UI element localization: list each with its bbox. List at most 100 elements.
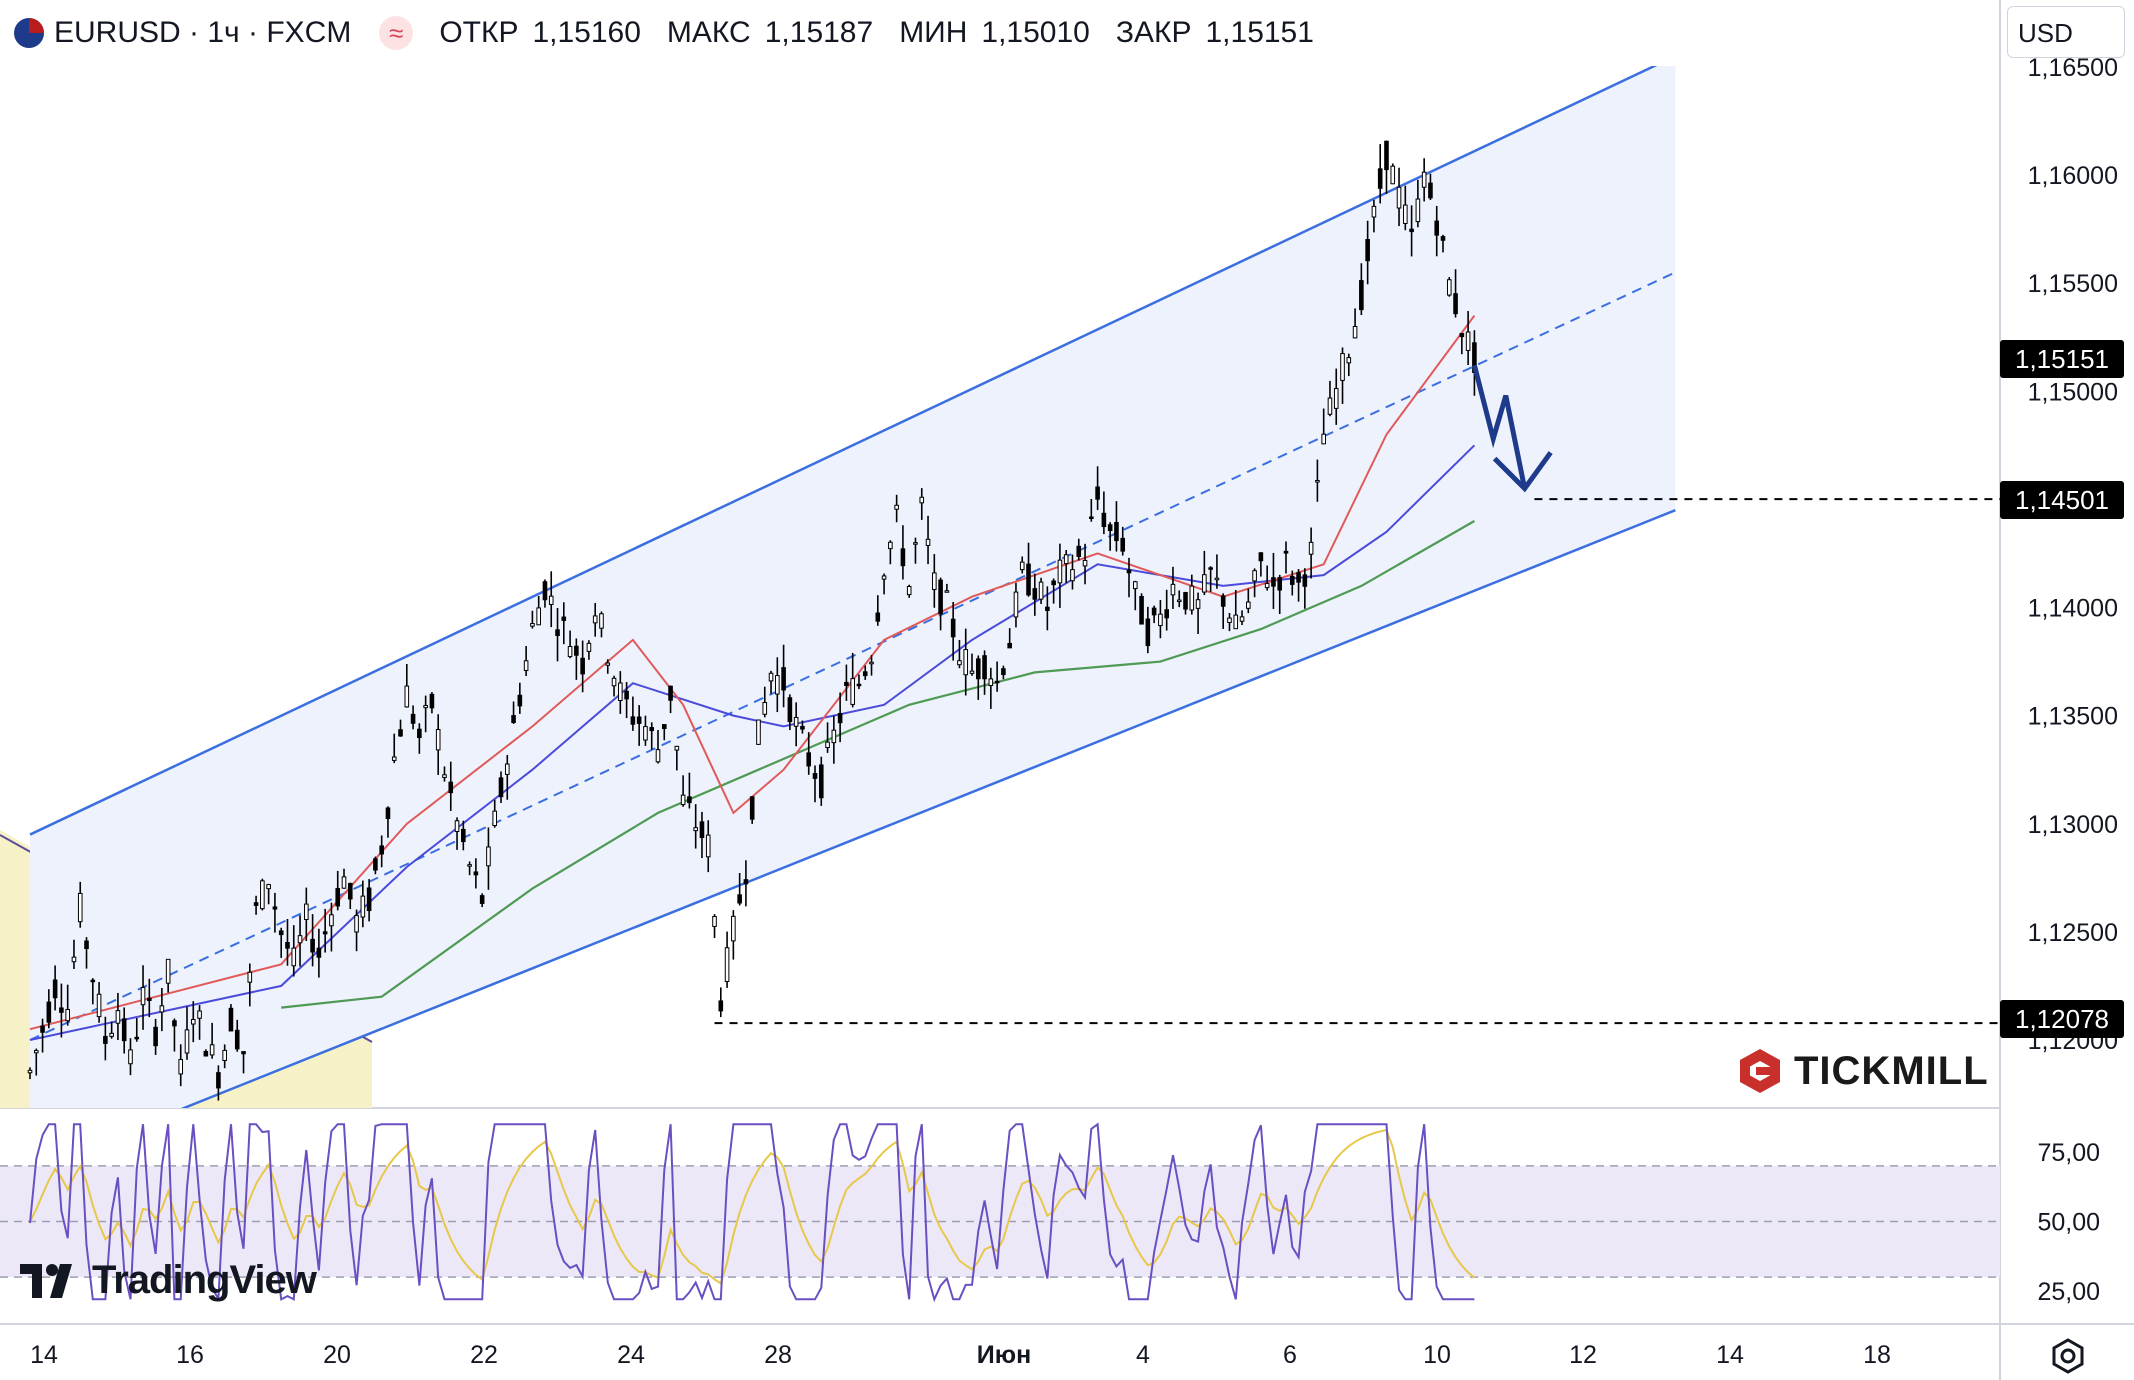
candle (1428, 173, 1433, 201)
candle (272, 892, 278, 933)
candle-body (511, 715, 516, 723)
candle (1076, 538, 1082, 561)
price-axis[interactable]: 1,165001,160001,155001,150001,145001,140… (2028, 54, 2118, 1055)
candle (366, 879, 372, 922)
rsi-pane[interactable] (0, 1122, 2000, 1303)
candle-body (410, 713, 416, 724)
candle-body (963, 649, 969, 676)
candle-body (504, 763, 510, 775)
candle (1346, 353, 1352, 377)
candle-body (1170, 583, 1176, 596)
candle-body (1308, 541, 1314, 555)
candle (668, 685, 673, 714)
candle-body (1327, 397, 1333, 415)
candle-body (310, 938, 315, 953)
candle (932, 554, 937, 608)
candle-body (241, 1051, 246, 1055)
candle (1283, 541, 1289, 574)
settings-gear-icon[interactable] (2048, 1336, 2088, 1376)
candle-body (1446, 279, 1452, 296)
candle-body (818, 764, 824, 799)
candle (209, 1022, 215, 1059)
candle-body (1258, 552, 1264, 562)
candle-body (605, 662, 611, 666)
candle (674, 745, 680, 771)
candle-body (975, 658, 981, 680)
candle (1421, 158, 1427, 202)
candle (856, 674, 862, 690)
candle-body (1384, 140, 1389, 171)
candle-body (385, 807, 391, 819)
candle (33, 1048, 39, 1076)
candle-body (417, 728, 422, 739)
candle-body (96, 993, 102, 1018)
candle (919, 488, 925, 520)
candle-body (492, 810, 498, 826)
candle-body (530, 623, 535, 627)
candle-body (1145, 618, 1151, 647)
candle-body (1421, 171, 1427, 188)
candle (1139, 593, 1144, 625)
candle-body (360, 895, 366, 918)
candle-body (260, 880, 265, 910)
candle-body (121, 1018, 127, 1042)
candle-body (253, 902, 259, 906)
candle-body (203, 1050, 209, 1057)
candle-body (442, 774, 447, 778)
candle-body (957, 660, 962, 666)
candle-body (548, 595, 554, 605)
price-tick-label: 1,13500 (2028, 703, 2118, 731)
time-axis[interactable]: 14 16 20 22 24 28 Июн 4 6 10 12 14 18 (30, 1341, 1891, 1369)
candle-body (33, 1050, 39, 1054)
currency-selector[interactable]: USD (2007, 6, 2125, 58)
candle (379, 835, 384, 868)
candle-body (341, 876, 347, 889)
candle-body (781, 667, 786, 691)
candle (172, 1018, 177, 1052)
candle-body (932, 572, 937, 590)
symbol-title[interactable]: EURUSD · 1ч · FXCM (54, 16, 352, 49)
candle-body (266, 884, 271, 890)
candle (1459, 332, 1465, 355)
candle (341, 868, 347, 889)
candle (1289, 570, 1295, 596)
candle (165, 958, 171, 993)
candle-body (354, 915, 359, 933)
candle (712, 914, 717, 939)
candle-body (454, 820, 460, 832)
price-pane[interactable] (0, 56, 2000, 1170)
candle-body (1277, 576, 1283, 591)
candle-body (693, 827, 698, 832)
candle-body (969, 670, 975, 674)
candle-body (1202, 574, 1207, 593)
ohlc-low-value: 1,15010 (981, 16, 1090, 49)
candle (134, 1018, 140, 1042)
candle (1063, 550, 1069, 584)
candle-body (1176, 599, 1182, 603)
candle-body (1390, 165, 1396, 185)
eur-usd-flag-icon (14, 18, 44, 48)
candle-body (737, 894, 742, 904)
candle-body (881, 575, 887, 580)
candle (310, 914, 315, 967)
ohlc-open-value: 1,15160 (532, 16, 641, 49)
candle (523, 646, 529, 677)
candle (599, 611, 604, 638)
candle (618, 671, 623, 714)
candle (147, 978, 152, 1018)
candle (291, 925, 297, 977)
candle (417, 723, 422, 754)
candle (1465, 311, 1471, 365)
approx-icon[interactable]: ≈ (379, 16, 414, 50)
time-tick-label: 10 (1423, 1341, 1451, 1369)
candle (888, 540, 893, 565)
candle (1453, 269, 1458, 318)
candle-body (919, 496, 925, 504)
candle (1164, 589, 1169, 631)
candle-body (900, 548, 906, 567)
candle-body (1296, 572, 1301, 583)
candle-body (178, 1059, 184, 1075)
candle (825, 722, 830, 753)
candle (1120, 526, 1126, 556)
